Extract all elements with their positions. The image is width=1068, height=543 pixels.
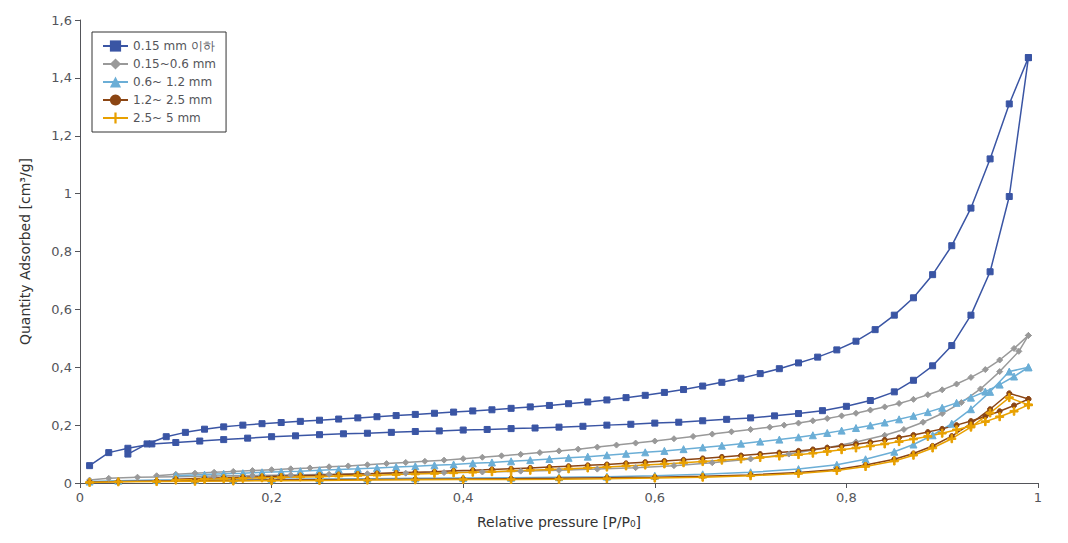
- svg-text:1,6: 1,6: [51, 13, 72, 28]
- svg-text:1: 1: [1034, 490, 1042, 505]
- svg-text:0,6: 0,6: [644, 490, 665, 505]
- svg-text:0,2: 0,2: [51, 418, 72, 433]
- svg-text:0,2: 0,2: [261, 490, 282, 505]
- svg-text:0: 0: [64, 476, 72, 491]
- svg-text:0.15 mm 이하: 0.15 mm 이하: [133, 39, 215, 53]
- svg-text:0.6~ 1.2 mm: 0.6~ 1.2 mm: [133, 75, 212, 89]
- svg-text:0,8: 0,8: [836, 490, 857, 505]
- svg-text:0,4: 0,4: [51, 360, 72, 375]
- svg-text:0: 0: [76, 490, 84, 505]
- svg-text:0,6: 0,6: [51, 302, 72, 317]
- svg-text:2.5~ 5 mm: 2.5~ 5 mm: [133, 111, 201, 125]
- svg-text:1,2: 1,2: [51, 128, 72, 143]
- svg-text:1.2~ 2.5 mm: 1.2~ 2.5 mm: [133, 93, 212, 107]
- svg-text:Relative pressure [P/P₀]: Relative pressure [P/P₀]: [477, 514, 641, 530]
- svg-text:Quantity Adsorbed [cm³/g]: Quantity Adsorbed [cm³/g]: [17, 158, 33, 345]
- svg-text:0,8: 0,8: [51, 244, 72, 259]
- svg-text:0.15~0.6 mm: 0.15~0.6 mm: [133, 57, 216, 71]
- svg-text:1: 1: [64, 186, 72, 201]
- svg-text:1,4: 1,4: [51, 70, 72, 85]
- svg-text:0,4: 0,4: [453, 490, 474, 505]
